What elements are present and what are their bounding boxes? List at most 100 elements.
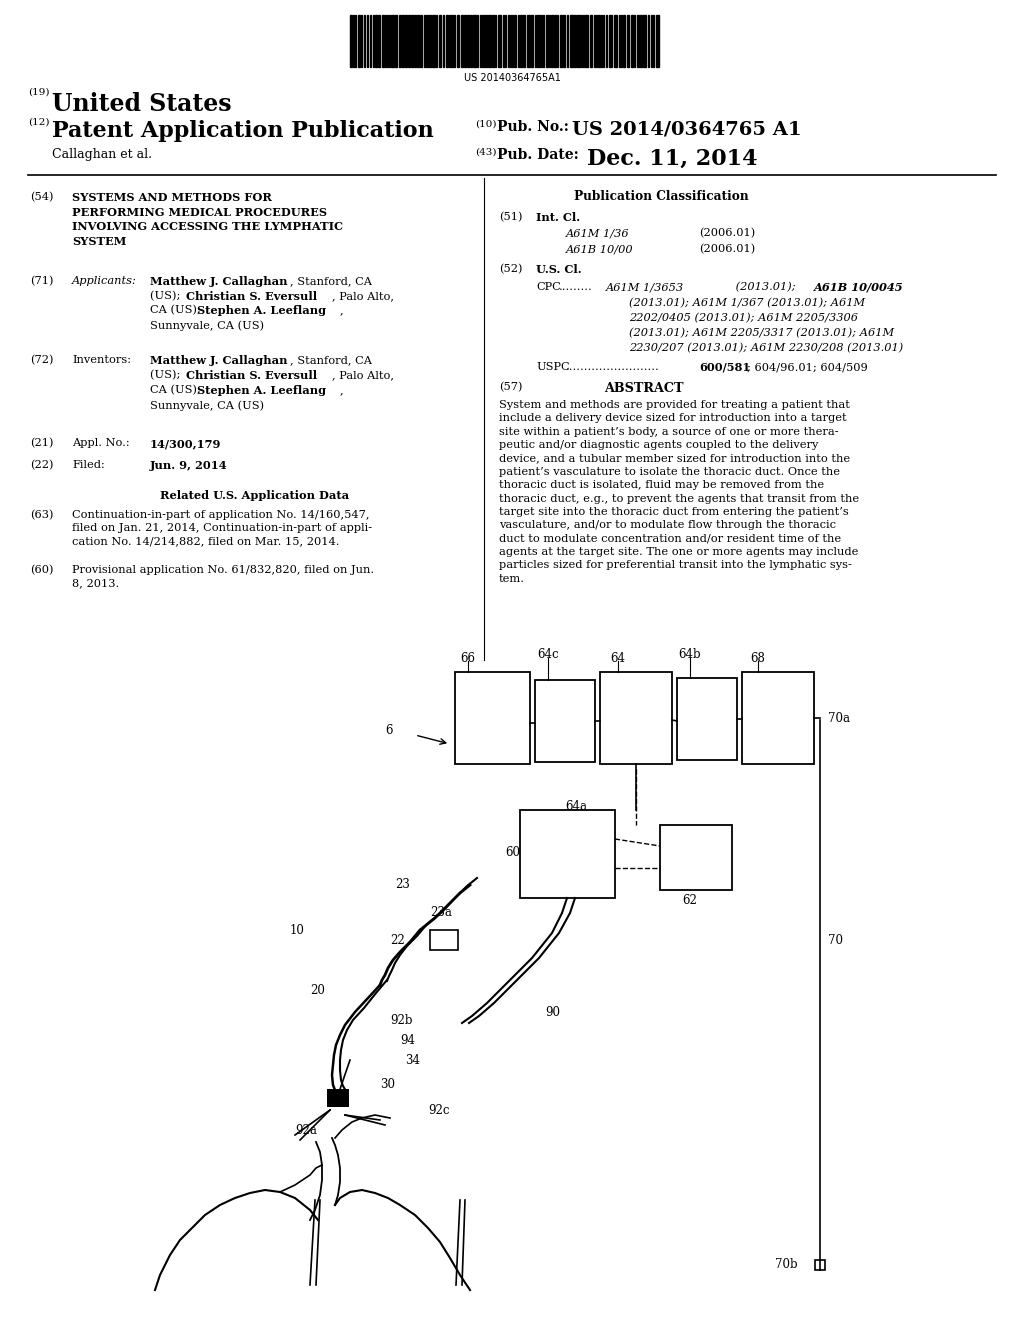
Text: 64c: 64c bbox=[538, 648, 559, 661]
Bar bbox=[574, 15, 575, 67]
Text: CA (US);: CA (US); bbox=[150, 305, 205, 315]
Bar bbox=[455, 672, 530, 764]
Text: Matthew J. Callaghan: Matthew J. Callaghan bbox=[150, 276, 288, 286]
Bar bbox=[439, 15, 441, 67]
Bar bbox=[488, 15, 490, 67]
Text: Sunnyvale, CA (US): Sunnyvale, CA (US) bbox=[150, 400, 264, 411]
Bar bbox=[378, 15, 380, 67]
Text: 30: 30 bbox=[380, 1078, 395, 1092]
Bar bbox=[498, 15, 501, 67]
Text: 20: 20 bbox=[310, 983, 325, 997]
Bar bbox=[514, 15, 516, 67]
Bar bbox=[577, 15, 580, 67]
Text: ,: , bbox=[340, 305, 344, 315]
Bar bbox=[492, 15, 494, 67]
Bar bbox=[467, 15, 469, 67]
Text: (2013.01); A61M 1/367 (2013.01); A61M: (2013.01); A61M 1/367 (2013.01); A61M bbox=[629, 298, 865, 309]
Bar bbox=[420, 15, 422, 67]
Text: (54): (54) bbox=[30, 191, 53, 202]
Text: (63): (63) bbox=[30, 510, 53, 520]
Text: (2013.01); A61M 2205/3317 (2013.01); A61M: (2013.01); A61M 2205/3317 (2013.01); A61… bbox=[629, 327, 894, 338]
Bar bbox=[391, 15, 394, 67]
Text: , Palo Alto,: , Palo Alto, bbox=[332, 290, 394, 301]
Bar bbox=[482, 15, 484, 67]
Bar bbox=[350, 15, 352, 67]
Text: Int. Cl.: Int. Cl. bbox=[536, 213, 581, 223]
Bar bbox=[537, 15, 540, 67]
Text: 66: 66 bbox=[461, 652, 475, 664]
Text: (22): (22) bbox=[30, 459, 53, 470]
Text: 64b: 64b bbox=[679, 648, 701, 661]
Bar bbox=[358, 15, 360, 67]
Text: Pub. No.:: Pub. No.: bbox=[497, 120, 569, 135]
Bar bbox=[677, 678, 737, 760]
Bar bbox=[523, 15, 525, 67]
Text: 70b: 70b bbox=[775, 1258, 798, 1271]
Text: USPC: USPC bbox=[536, 362, 569, 372]
Text: Appl. No.:: Appl. No.: bbox=[72, 438, 130, 447]
Text: Christian S. Eversull: Christian S. Eversull bbox=[186, 290, 317, 302]
Bar bbox=[551, 15, 553, 67]
Text: (57): (57) bbox=[499, 381, 522, 392]
Text: Pub. Date:: Pub. Date: bbox=[497, 148, 579, 162]
Bar bbox=[406, 15, 407, 67]
Text: Patent Application Publication: Patent Application Publication bbox=[52, 120, 434, 143]
Text: (US);: (US); bbox=[150, 370, 184, 380]
Bar bbox=[527, 15, 530, 67]
Bar bbox=[656, 15, 659, 67]
Bar bbox=[554, 15, 556, 67]
Text: 92b: 92b bbox=[390, 1014, 413, 1027]
Bar bbox=[535, 680, 595, 762]
Bar bbox=[429, 15, 431, 67]
Bar bbox=[457, 15, 459, 67]
Text: 90: 90 bbox=[545, 1006, 560, 1019]
Text: ,: , bbox=[340, 385, 344, 395]
Text: A61M 1/36: A61M 1/36 bbox=[566, 228, 630, 238]
Text: Jun. 9, 2014: Jun. 9, 2014 bbox=[150, 459, 227, 471]
Bar bbox=[446, 15, 449, 67]
Text: (60): (60) bbox=[30, 565, 53, 576]
Text: Continuation-in-part of application No. 14/160,547,
filed on Jan. 21, 2014, Cont: Continuation-in-part of application No. … bbox=[72, 510, 372, 546]
Bar bbox=[411, 15, 413, 67]
Bar bbox=[600, 672, 672, 764]
Text: ; 604/96.01; 604/509: ; 604/96.01; 604/509 bbox=[746, 362, 867, 372]
Text: (US);: (US); bbox=[150, 290, 184, 301]
Text: , Palo Alto,: , Palo Alto, bbox=[332, 370, 394, 380]
Bar bbox=[531, 15, 534, 67]
Text: Christian S. Eversull: Christian S. Eversull bbox=[186, 370, 317, 381]
Text: Related U.S. Application Data: Related U.S. Application Data bbox=[161, 490, 349, 502]
Text: 2202/0405 (2013.01); A61M 2205/3306: 2202/0405 (2013.01); A61M 2205/3306 bbox=[629, 313, 858, 323]
Text: 34: 34 bbox=[406, 1053, 420, 1067]
Bar bbox=[375, 15, 377, 67]
Text: (51): (51) bbox=[499, 213, 522, 222]
Text: (52): (52) bbox=[499, 264, 522, 275]
Bar bbox=[640, 15, 642, 67]
Bar bbox=[590, 15, 592, 67]
Text: Inventors:: Inventors: bbox=[72, 355, 131, 366]
Text: 92c: 92c bbox=[428, 1104, 450, 1117]
Bar bbox=[637, 15, 639, 67]
Text: Stephen A. Leeflang: Stephen A. Leeflang bbox=[197, 305, 326, 315]
Bar bbox=[563, 15, 565, 67]
Bar bbox=[560, 15, 562, 67]
Text: Sunnyvale, CA (US): Sunnyvale, CA (US) bbox=[150, 319, 264, 330]
Text: CA (US);: CA (US); bbox=[150, 385, 205, 395]
Text: Filed:: Filed: bbox=[72, 459, 104, 470]
Bar bbox=[395, 15, 397, 67]
Text: 60: 60 bbox=[505, 846, 520, 858]
Text: 64: 64 bbox=[610, 652, 626, 664]
Bar bbox=[546, 15, 548, 67]
Bar bbox=[470, 15, 472, 67]
Text: 68: 68 bbox=[751, 652, 765, 664]
Text: United States: United States bbox=[52, 92, 231, 116]
Text: 94: 94 bbox=[400, 1034, 415, 1047]
Bar bbox=[585, 15, 588, 67]
Text: 64a: 64a bbox=[565, 800, 587, 813]
Text: U.S. Cl.: U.S. Cl. bbox=[536, 264, 582, 275]
Bar bbox=[627, 15, 629, 67]
Bar bbox=[520, 810, 615, 898]
Bar bbox=[426, 15, 428, 67]
Bar bbox=[609, 15, 612, 67]
Bar bbox=[461, 15, 463, 67]
Bar bbox=[382, 15, 384, 67]
